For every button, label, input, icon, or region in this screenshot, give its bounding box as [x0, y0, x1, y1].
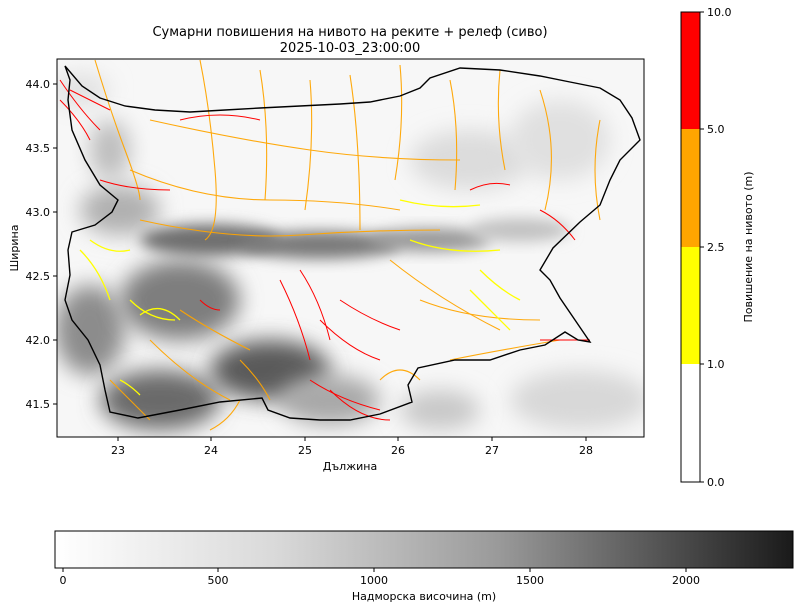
elevation-colorbar-label: Надморска височина (m)	[352, 590, 496, 603]
rivers-red	[59, 79, 590, 421]
elevation-tick-label: 2000	[672, 574, 700, 587]
elevation-colorbar: 0 500 1000 1500 2000 Надморска височина …	[54, 530, 794, 603]
colorbar-bin-orange	[681, 129, 700, 247]
colorbar-label: Повишение на нивото (m)	[742, 172, 755, 323]
y-tick-label: 41.5	[26, 398, 51, 411]
y-tick-label: 42.5	[26, 270, 51, 283]
elevation-tick-label: 1000	[360, 574, 388, 587]
chart-title: Сумарни повишения на нивото на реките + …	[152, 25, 547, 40]
rivers-orange	[94, 59, 601, 431]
chart-subtitle: 2025-10-03_23:00:00	[280, 41, 420, 56]
colorbar-tick-label: 0.0	[707, 476, 725, 489]
x-tick-label: 23	[111, 444, 125, 457]
rivers-yellow	[79, 199, 521, 396]
y-tick-label: 43.0	[26, 206, 51, 219]
y-tick-label: 42.0	[26, 334, 51, 347]
y-tick-label: 43.5	[26, 142, 51, 155]
elevation-gradient	[54, 530, 794, 569]
colorbar-tick-label: 5.0	[707, 123, 725, 136]
map-panel	[57, 59, 644, 437]
map-axes-frame	[56, 58, 645, 438]
colorbar-bin-red	[681, 12, 700, 129]
x-axis: 23 24 25 26 27 28 Дължина	[111, 437, 593, 473]
x-tick-label: 24	[204, 444, 218, 457]
x-tick-label: 25	[298, 444, 312, 457]
colorbar-tick-label: 1.0	[707, 358, 725, 371]
elevation-tick-label: 1500	[516, 574, 544, 587]
terrain-relief	[57, 72, 644, 430]
river-level-colorbar: 10.0 5.0 2.5 1.0 0.0 Повишение на нивото…	[680, 6, 755, 489]
x-tick-label: 26	[391, 444, 405, 457]
elevation-tick-label: 500	[208, 574, 229, 587]
y-axis-label: Ширина	[8, 225, 21, 272]
colorbar-tick-label: 2.5	[707, 241, 725, 254]
colorbar-bin-yellow	[681, 247, 700, 364]
x-axis-label: Дължина	[323, 460, 377, 473]
elevation-tick-label: 0	[60, 574, 67, 587]
x-tick-label: 28	[579, 444, 593, 457]
y-axis: 44.0 43.5 43.0 42.5 42.0 41.5 Ширина	[8, 78, 57, 411]
country-border	[64, 65, 641, 421]
colorbar-bin-white	[681, 364, 700, 482]
colorbar-tick-label: 10.0	[707, 6, 732, 19]
y-tick-label: 44.0	[26, 78, 51, 91]
x-tick-label: 27	[485, 444, 499, 457]
